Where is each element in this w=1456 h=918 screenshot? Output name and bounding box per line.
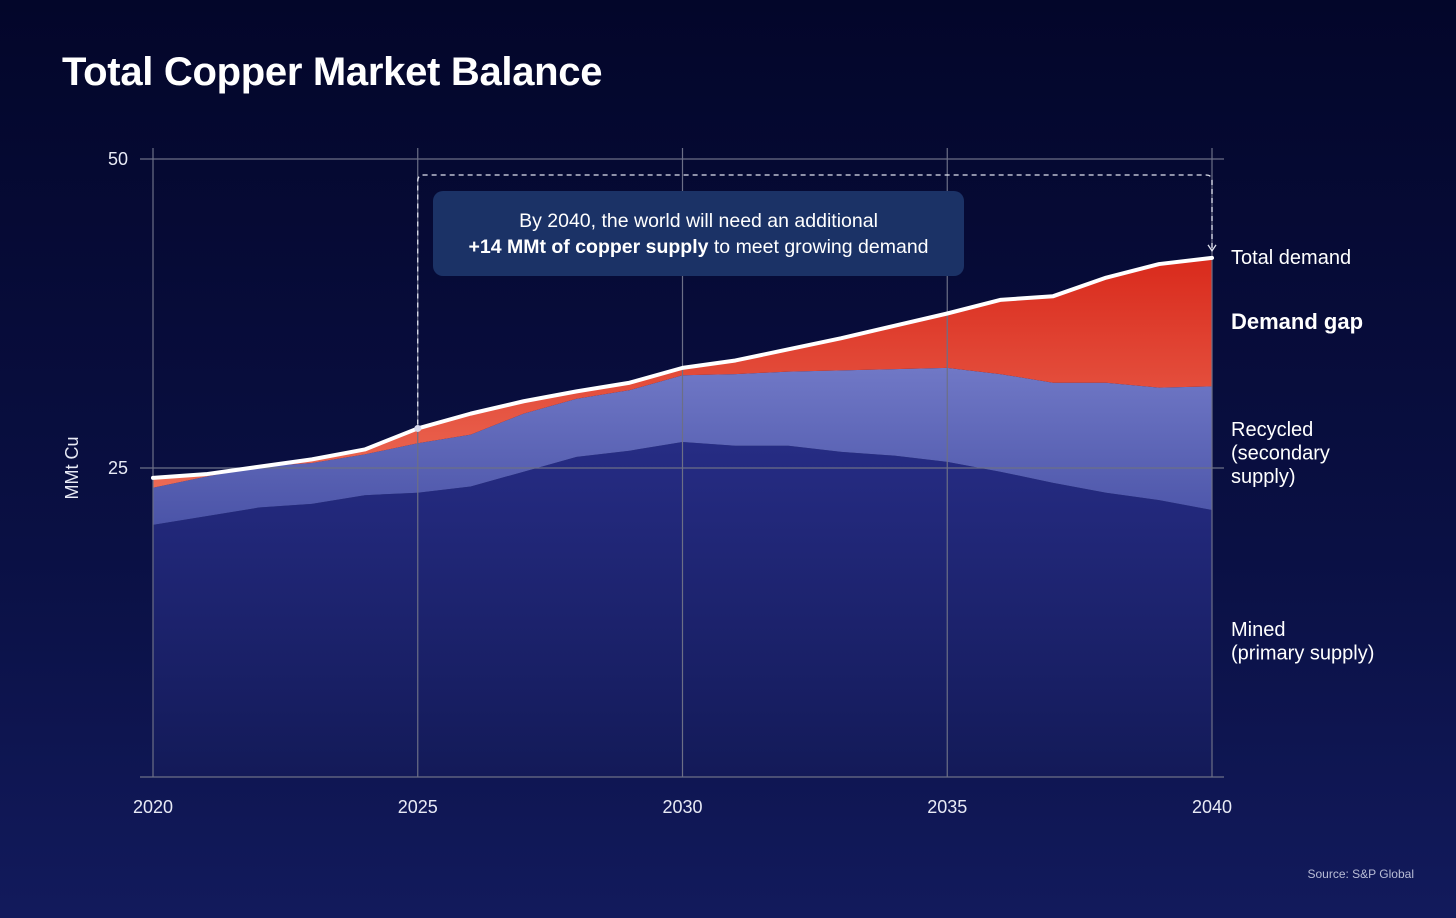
demand-gap-label: Demand gap [1231, 309, 1363, 334]
callout-line2: +14 MMt of copper supply to meet growing… [468, 234, 928, 260]
total-demand-point [1104, 276, 1108, 280]
total-demand-point [575, 389, 579, 393]
callout-rest-text: to meet growing demand [708, 235, 929, 258]
total-demand-point [681, 366, 684, 370]
x-tick-label-2035: 2035 [927, 797, 967, 817]
total-demand-point [257, 465, 261, 469]
callout-box: By 2040, the world will need an addition… [433, 191, 964, 276]
total-demand-point [786, 347, 790, 351]
callout-bold-text: +14 MMt of copper supply [468, 235, 709, 258]
total-demand-label: Total demand [1231, 247, 1351, 269]
y-axis-label: MMt Cu [62, 437, 82, 500]
mined-label: Mined (primary supply) [1231, 619, 1374, 665]
total-demand-point [310, 457, 314, 461]
recycled-label: Recycled (secondary supply) [1231, 419, 1330, 488]
total-demand-point [892, 324, 896, 328]
total-demand-point [998, 298, 1002, 302]
total-demand-point [839, 336, 843, 340]
x-tick-label-2025: 2025 [398, 797, 438, 817]
x-tick-label-2030: 2030 [662, 797, 702, 817]
total-demand-point [1210, 256, 1214, 260]
x-tick-label-2020: 2020 [133, 797, 173, 817]
total-demand-point [1051, 294, 1055, 298]
total-demand-point [363, 447, 367, 451]
total-demand-point [151, 476, 155, 480]
annotation-arrowhead [1207, 244, 1217, 253]
callout-line1: By 2040, the world will need an addition… [519, 209, 878, 232]
annotation-bracket [417, 174, 1213, 425]
x-tick-label-2040: 2040 [1192, 797, 1232, 817]
total-demand-point [1157, 262, 1161, 266]
y-tick-label-50: 50 [108, 149, 128, 169]
total-demand-point [733, 358, 737, 362]
total-demand-point [945, 312, 949, 315]
chart-title: Total Copper Market Balance [62, 50, 603, 94]
source-note: Source: S&P Global [1307, 867, 1414, 881]
total-demand-point [204, 472, 208, 476]
annotation-start-dot [414, 424, 422, 432]
total-demand-point [469, 412, 473, 416]
total-demand-point [522, 399, 526, 403]
y-tick-label-25: 25 [108, 458, 128, 478]
total-demand-point [628, 381, 632, 385]
